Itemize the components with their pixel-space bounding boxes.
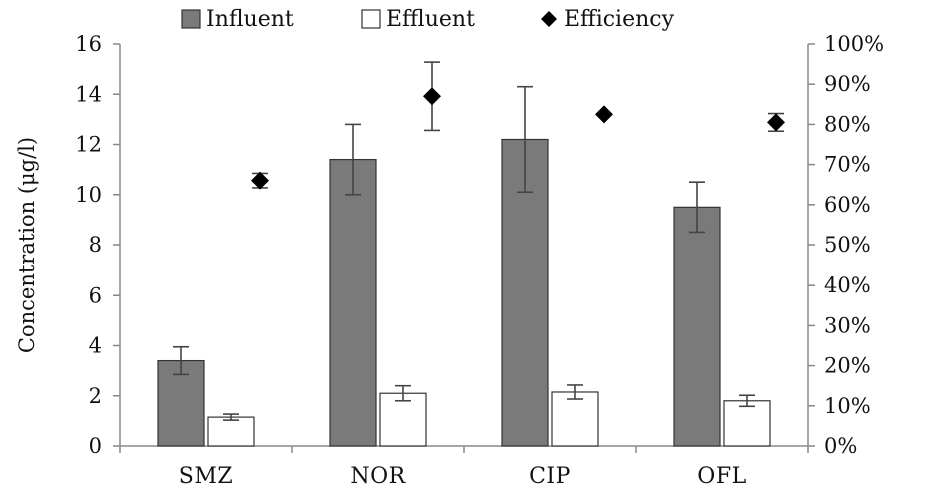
y-tick-label-left: 12 bbox=[75, 133, 102, 157]
point-efficiency-nor bbox=[423, 87, 441, 106]
y-tick-label-right: 60% bbox=[824, 193, 871, 217]
bar-influent-ofl bbox=[673, 206, 721, 447]
y-tick-label-left: 0 bbox=[89, 434, 102, 458]
error-bar-effluent-nor bbox=[395, 384, 411, 402]
y-tick-label-right: 90% bbox=[824, 72, 871, 96]
point-efficiency-cip bbox=[595, 105, 613, 124]
y-tick-label-right: 0% bbox=[824, 434, 857, 458]
bar-effluent-ofl bbox=[723, 400, 771, 447]
x-tick-label: CIP bbox=[529, 464, 571, 489]
point-efficiency-smz bbox=[251, 171, 269, 190]
legend-label: Influent bbox=[206, 7, 294, 32]
bar-effluent-smz bbox=[207, 416, 255, 447]
y-tick-label-right: 80% bbox=[824, 112, 871, 136]
legend-swatch bbox=[541, 11, 557, 27]
point-efficiency-ofl bbox=[767, 113, 785, 132]
legend: Influent Effluent Efficiency bbox=[181, 7, 675, 32]
error-bar-influent-ofl bbox=[689, 181, 705, 234]
bars-layer bbox=[157, 85, 771, 447]
y-tick-label-right: 40% bbox=[824, 273, 871, 297]
points-layer bbox=[251, 61, 785, 190]
y-tick-label-left: 16 bbox=[75, 32, 102, 56]
y-tick-label-right: 10% bbox=[824, 394, 871, 418]
labels-layer: 0 2 4 6 8 10 12 14 16 0% 10% 20% 30% 40% 50% 60% 70% 80% 9… bbox=[15, 32, 884, 489]
error-bar-influent-nor bbox=[345, 123, 361, 196]
legend-item-efficiency: Efficiency bbox=[541, 7, 675, 32]
error-bar-effluent-cip bbox=[567, 384, 583, 400]
error-bar-influent-cip bbox=[517, 85, 533, 194]
y-tick-label-right: 70% bbox=[824, 153, 871, 177]
legend-swatch bbox=[181, 9, 201, 29]
y-tick-label-right: 100% bbox=[824, 32, 884, 56]
y-tick-label-left: 2 bbox=[89, 384, 102, 408]
error-bar-influent-smz bbox=[173, 345, 189, 376]
y-tick-label-left: 10 bbox=[75, 183, 102, 207]
x-tick-label: SMZ bbox=[179, 464, 233, 489]
x-tick-label: OFL bbox=[697, 464, 746, 489]
legend-label: Effluent bbox=[386, 7, 475, 32]
legend-swatch bbox=[361, 9, 381, 29]
y-tick-label-left: 8 bbox=[89, 233, 102, 257]
y-tick-label-left: 14 bbox=[75, 82, 102, 106]
bar-influent-nor bbox=[329, 158, 377, 447]
x-tick-label: NOR bbox=[350, 464, 406, 489]
error-bar-effluent-smz bbox=[223, 413, 239, 421]
legend-item-influent: Influent bbox=[181, 7, 294, 32]
y-tick-label-right: 50% bbox=[824, 233, 871, 257]
legend-item-effluent: Effluent bbox=[361, 7, 475, 32]
y-tick-label-left: 4 bbox=[89, 334, 102, 358]
y-tick-label-right: 30% bbox=[824, 313, 871, 337]
bar-effluent-cip bbox=[551, 391, 599, 447]
legend-label: Efficiency bbox=[564, 7, 675, 32]
y-tick-label-left: 6 bbox=[89, 283, 102, 307]
y-tick-label-right: 20% bbox=[824, 354, 871, 378]
y-axis-label: Concentration (μg/l) bbox=[15, 137, 39, 353]
error-bar-effluent-ofl bbox=[739, 394, 755, 408]
